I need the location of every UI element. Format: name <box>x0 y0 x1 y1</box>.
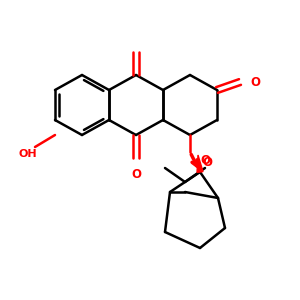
Text: O: O <box>202 157 212 169</box>
Text: O: O <box>250 76 260 88</box>
Text: O: O <box>131 169 141 182</box>
Text: O: O <box>200 154 210 166</box>
Text: OH: OH <box>19 149 37 159</box>
Polygon shape <box>197 155 203 172</box>
